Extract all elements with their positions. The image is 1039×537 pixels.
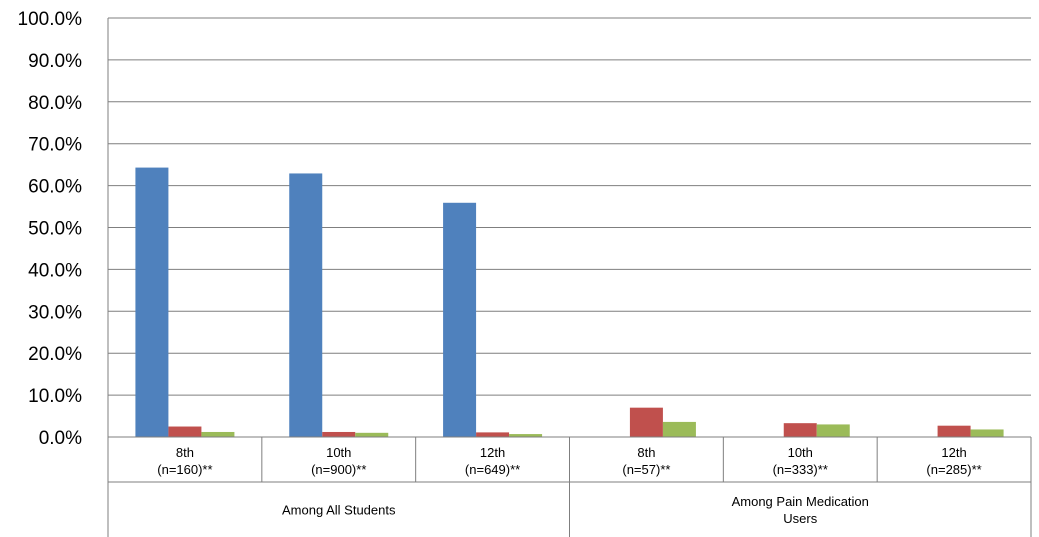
y-tick-label: 40.0% [28, 260, 82, 281]
y-tick-label: 30.0% [28, 302, 82, 323]
x-tick-label-grade: 8th [176, 445, 194, 460]
x-tick-label-n: (n=649)** [465, 462, 520, 477]
x-tick-label-n: (n=900)** [311, 462, 366, 477]
x-tick-label-grade: 12th [480, 445, 505, 460]
x-tick-label-grade: 8th [637, 445, 655, 460]
bar [322, 431, 356, 437]
group-label: Users [783, 511, 817, 526]
bar [135, 167, 169, 437]
x-tick-label-n: (n=160)** [157, 462, 212, 477]
bar [476, 432, 510, 437]
x-axis-category-labels: 8th (n=160)** 10th (n=900)** 12th (n=649)** 8t… [157, 445, 981, 477]
bar [662, 421, 696, 437]
x-tick-label-grade: 12th [941, 445, 966, 460]
bars [135, 167, 1004, 437]
y-tick-label: 70.0% [28, 135, 82, 156]
gridlines [108, 17, 1031, 396]
x-tick-label-grade: 10th [788, 445, 813, 460]
bar [289, 173, 323, 437]
x-tick-label-grade: 10th [326, 445, 351, 460]
bar [816, 424, 850, 437]
y-tick-label: 80.0% [28, 93, 82, 114]
bar [509, 434, 543, 437]
y-tick-label: 90.0% [28, 51, 82, 72]
y-tick-label: 50.0% [28, 219, 82, 240]
bar [355, 432, 389, 437]
bar [443, 202, 477, 437]
axes [107, 18, 1032, 537]
group-label: Among All Students [282, 503, 396, 518]
x-tick-label-n: (n=57)** [622, 462, 670, 477]
bar [201, 431, 235, 437]
x-axis-group-labels: Among All Students Among Pain Medication U… [282, 494, 869, 526]
bar [783, 423, 817, 437]
bar [168, 426, 202, 437]
y-tick-label: 20.0% [28, 344, 82, 365]
y-tick-label: 0.0% [39, 428, 82, 449]
y-tick-label: 10.0% [28, 386, 82, 407]
bar [970, 429, 1004, 437]
y-tick-label: 100.0% [18, 9, 83, 30]
group-label: Among Pain Medication [732, 494, 869, 509]
y-tick-label: 60.0% [28, 177, 82, 198]
bar [629, 407, 663, 437]
bar [937, 425, 971, 437]
x-tick-label-n: (n=333)** [773, 462, 828, 477]
x-tick-label-n: (n=285)** [926, 462, 981, 477]
y-axis-tick-labels: 0.0% 10.0% 20.0% 30.0% 40.0% 50.0% 60.0% 70.0% 8… [18, 9, 83, 449]
